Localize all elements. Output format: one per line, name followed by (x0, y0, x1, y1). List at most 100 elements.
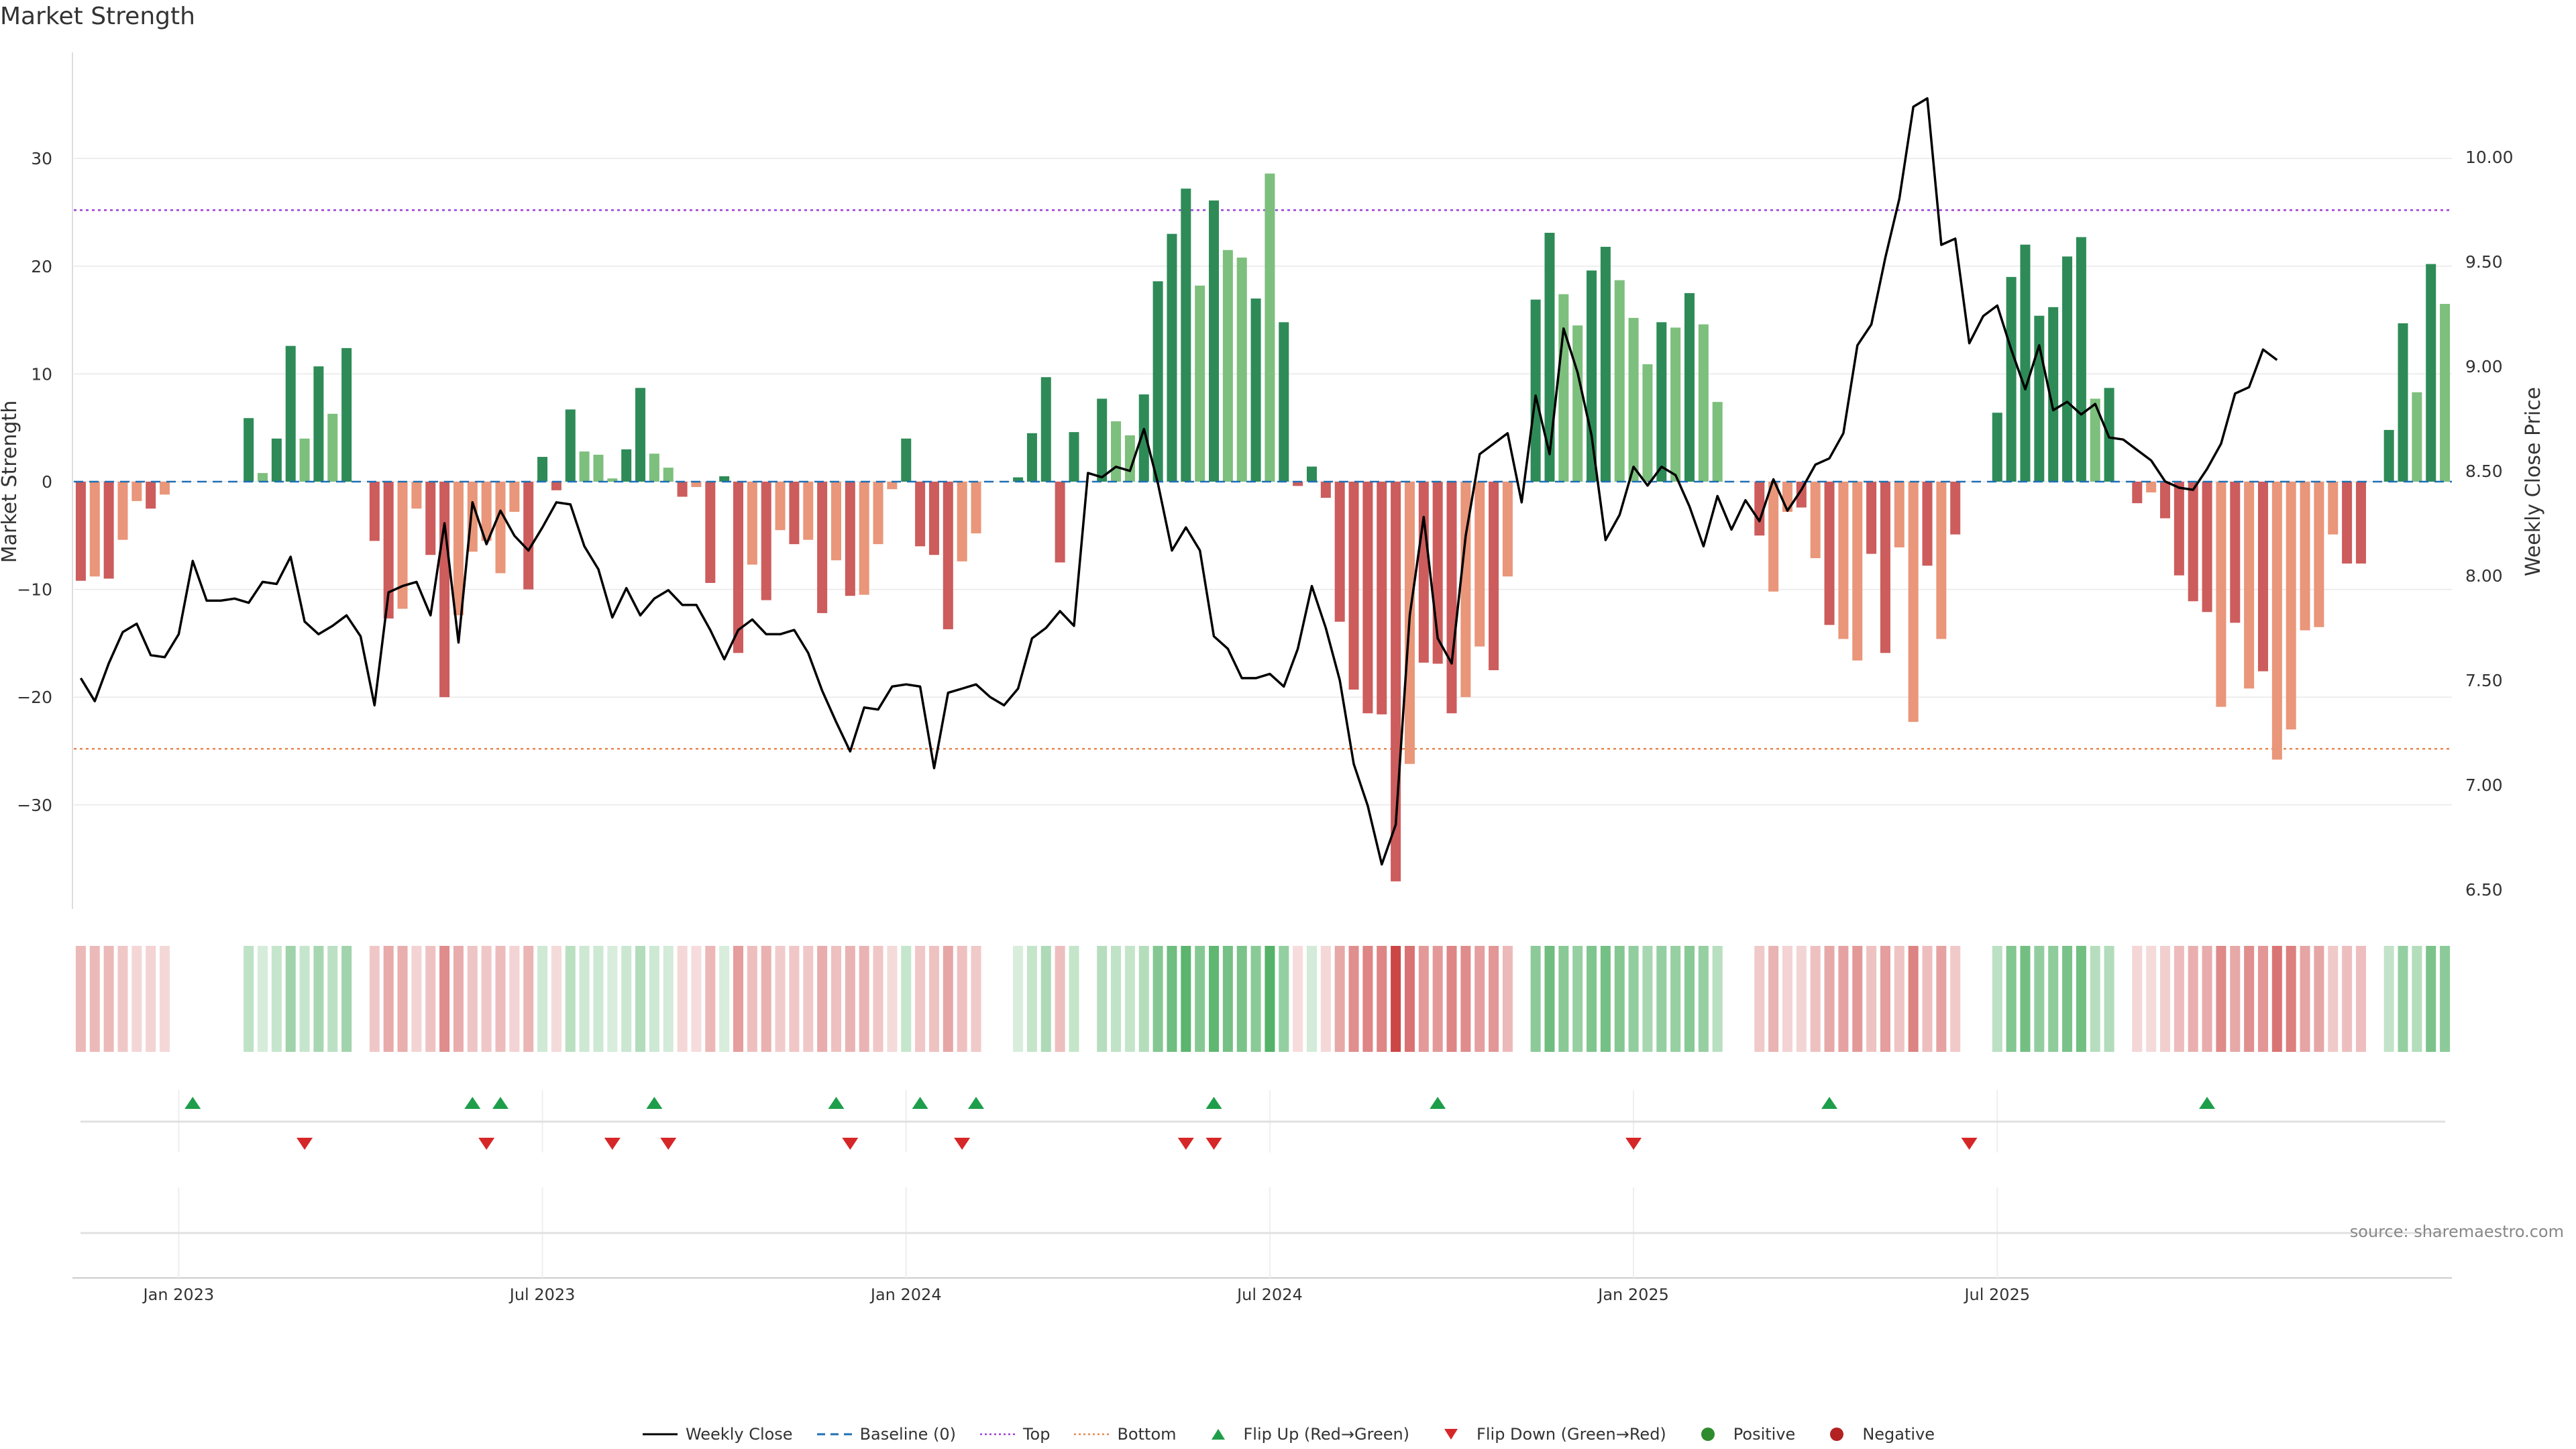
strength-bar (1866, 482, 1877, 554)
heat-cell (327, 946, 338, 1052)
legend-item: Baseline (0) (816, 1425, 956, 1444)
x-tick-label: Jan 2024 (869, 1285, 942, 1304)
heat-cell (1656, 946, 1667, 1052)
x-tick-label: Jan 2025 (1597, 1285, 1669, 1304)
strength-bar (901, 438, 912, 482)
heat-cell (397, 946, 408, 1052)
strength-bar (1250, 298, 1261, 482)
heat-cell (1992, 946, 2002, 1052)
heat-cell (2300, 946, 2310, 1052)
strength-bar (733, 482, 744, 653)
strength-bar (1111, 421, 1122, 482)
flip-up-marker (464, 1097, 481, 1109)
heat-cell (89, 946, 100, 1052)
heat-cell (607, 946, 618, 1052)
flip-down-marker (660, 1138, 677, 1150)
strength-bar (1167, 233, 1177, 482)
legend-swatch (642, 1433, 678, 1436)
strength-bar (551, 482, 561, 490)
strength-bar (705, 482, 716, 583)
strength-bar (1222, 250, 1233, 482)
strength-bar (649, 453, 659, 482)
strength-bar (2048, 307, 2059, 482)
weekly-close-line (79, 97, 2278, 866)
strength-bar (1558, 294, 1569, 482)
heat-cell (271, 946, 282, 1052)
heat-cell (537, 946, 548, 1052)
heat-cell (2257, 946, 2268, 1052)
heat-cell (1712, 946, 1723, 1052)
flip-up-marker (646, 1097, 663, 1109)
flip-up-marker (2199, 1097, 2216, 1109)
strength-bar (663, 468, 674, 482)
strength-bar (1936, 482, 1947, 639)
strength-bar (1600, 246, 1611, 482)
y-axis-label-right: Weekly Close Price (2522, 387, 2545, 576)
heat-cell (1544, 946, 1555, 1052)
heat-cell (1306, 946, 1317, 1052)
heat-cell (1936, 946, 1947, 1052)
strength-bar (1013, 477, 1024, 482)
heat-cell (425, 946, 436, 1052)
heat-cell (1404, 946, 1415, 1052)
strength-bar (1195, 285, 1205, 482)
strength-bar (719, 476, 730, 482)
strength-bar (2257, 482, 2268, 672)
heat-cell (1040, 946, 1051, 1052)
heat-cell (1628, 946, 1639, 1052)
flip-up-marker (968, 1097, 985, 1109)
heat-cell (2174, 946, 2184, 1052)
heat-cell (1684, 946, 1695, 1052)
strength-bar (2062, 256, 2073, 482)
left-tick-label: 0 (42, 472, 52, 492)
strength-bar (1293, 482, 1303, 486)
heat-cell (761, 946, 771, 1052)
strength-bar (635, 388, 646, 482)
heat-cell (299, 946, 310, 1052)
legend-label: Bottom (1117, 1425, 1177, 1444)
strength-bar (1796, 482, 1807, 508)
heat-cell (1838, 946, 1849, 1052)
heat-cell (1013, 946, 1024, 1052)
heat-cell (1489, 946, 1499, 1052)
heat-cell (1587, 946, 1597, 1052)
strength-bar (1320, 482, 1331, 498)
heat-cell (2076, 946, 2086, 1052)
strength-bar (117, 482, 128, 540)
heat-cell (1810, 946, 1821, 1052)
strength-bar (803, 482, 814, 540)
heat-cell (103, 946, 114, 1052)
right-tick-label: 8.00 (2465, 566, 2503, 586)
strength-bar (2426, 264, 2436, 482)
strength-bar (411, 482, 422, 509)
heat-cell (2188, 946, 2198, 1052)
strength-bar (2230, 482, 2241, 623)
legend-label: Positive (1733, 1425, 1796, 1444)
left-tick-label: 20 (31, 257, 52, 276)
flip-up-marker (828, 1097, 845, 1109)
heat-cell (621, 946, 632, 1052)
heat-cell (285, 946, 296, 1052)
strength-bar (943, 482, 953, 630)
strength-bar (775, 482, 786, 531)
heat-cell (1558, 946, 1569, 1052)
heat-cell (1460, 946, 1471, 1052)
heat-cell (1670, 946, 1681, 1052)
heat-cell (1768, 946, 1779, 1052)
strength-bar (1474, 482, 1485, 647)
strength-bar (1712, 402, 1723, 482)
heat-cell (649, 946, 659, 1052)
strength-bar (1502, 482, 1513, 577)
strength-bar (425, 482, 436, 555)
strength-bar (817, 482, 828, 613)
heat-cell (1377, 946, 1387, 1052)
flip-down-marker (1205, 1138, 1222, 1150)
strength-bar (1894, 482, 1904, 547)
heat-cell (117, 946, 128, 1052)
heat-cell (1698, 946, 1709, 1052)
legend-item: Positive (1689, 1425, 1796, 1444)
flip-down-marker (604, 1138, 621, 1150)
heat-cell (677, 946, 688, 1052)
right-tick-label: 9.00 (2465, 357, 2503, 376)
strength-bar (747, 482, 757, 565)
